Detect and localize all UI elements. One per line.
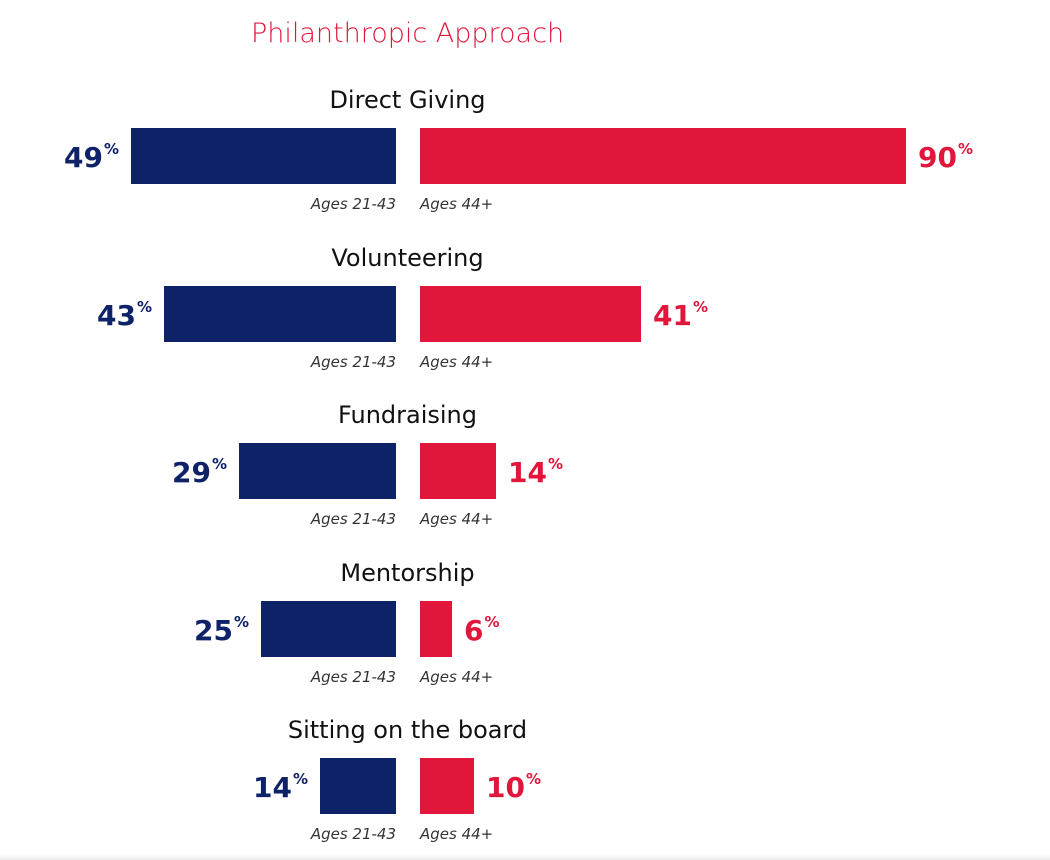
value-label-direct-giving-ages-21-43: 49% — [64, 141, 119, 174]
bar-direct-giving-ages-44 — [420, 128, 906, 184]
percent-sign: % — [484, 612, 500, 631]
series-label-ages-21-43: Ages 21-43 — [310, 352, 396, 371]
series-label-ages-21-43: Ages 21-43 — [310, 667, 396, 686]
value-label-fundraising-ages-44: 14% — [508, 456, 563, 489]
series-label-ages-44: Ages 44+ — [420, 195, 494, 213]
value-label-direct-giving-ages-44: 90% — [918, 141, 973, 174]
value-label-sitting-on-the-board-ages-21-43: 14% — [253, 771, 308, 804]
series-label-ages-21-43: Ages 21-43 — [310, 510, 396, 528]
percent-sign: % — [547, 455, 563, 473]
series-label-ages-44: Ages 44+ — [420, 352, 494, 371]
percent-sign: % — [692, 297, 708, 316]
value-number: 41 — [653, 298, 692, 332]
value-label-sitting-on-the-board-ages-44: 10% — [486, 771, 541, 804]
value-number: 25 — [194, 613, 233, 647]
bar-volunteering-ages-44 — [420, 285, 641, 342]
bar-fundraising-ages-21-43 — [239, 443, 396, 499]
value-number: 90 — [918, 141, 957, 174]
bar-volunteering-ages-21-43 — [164, 285, 396, 342]
value-number: 10 — [486, 771, 525, 804]
value-label-volunteering-ages-44: 41% — [653, 298, 708, 332]
value-number: 14 — [253, 771, 292, 804]
value-label-mentorship-ages-44: 6% — [464, 613, 500, 647]
series-label-ages-44: Ages 44+ — [420, 667, 494, 686]
bar-mentorship-ages-21-43 — [261, 600, 396, 657]
bottom-edge-shadow — [0, 854, 1050, 860]
percent-sign: % — [103, 140, 119, 158]
bar-fundraising-ages-44 — [420, 443, 496, 499]
percent-sign: % — [525, 770, 541, 788]
value-number: 14 — [508, 456, 547, 489]
percent-sign: % — [957, 140, 973, 158]
bar-direct-giving-ages-21-43 — [131, 128, 396, 184]
category-label-volunteering: Volunteering — [331, 243, 484, 272]
chart-title: Philanthropic Approach — [250, 18, 565, 49]
value-number: 49 — [64, 141, 103, 174]
percent-sign: % — [233, 612, 249, 631]
category-label-sitting-on-the-board: Sitting on the board — [287, 716, 528, 744]
percent-sign: % — [292, 770, 308, 788]
series-label-ages-44: Ages 44+ — [420, 510, 494, 528]
series-label-ages-21-43: Ages 21-43 — [310, 825, 396, 843]
value-label-mentorship-ages-21-43: 25% — [194, 613, 249, 647]
percent-sign: % — [136, 297, 152, 316]
value-label-fundraising-ages-21-43: 29% — [172, 456, 227, 489]
bar-sitting-on-the-board-ages-44 — [420, 758, 474, 814]
category-label-mentorship: Mentorship — [340, 558, 475, 587]
series-label-ages-44: Ages 44+ — [420, 825, 494, 843]
value-label-volunteering-ages-21-43: 43% — [97, 298, 152, 332]
category-label-direct-giving: Direct Giving — [329, 86, 486, 114]
bar-sitting-on-the-board-ages-21-43 — [320, 758, 396, 814]
category-label-fundraising: Fundraising — [337, 401, 477, 429]
value-number: 6 — [464, 613, 484, 647]
percent-sign: % — [211, 455, 227, 473]
series-label-ages-21-43: Ages 21-43 — [310, 195, 396, 213]
bar-mentorship-ages-44 — [420, 600, 452, 657]
value-number: 43 — [97, 298, 136, 332]
value-number: 29 — [172, 456, 211, 489]
